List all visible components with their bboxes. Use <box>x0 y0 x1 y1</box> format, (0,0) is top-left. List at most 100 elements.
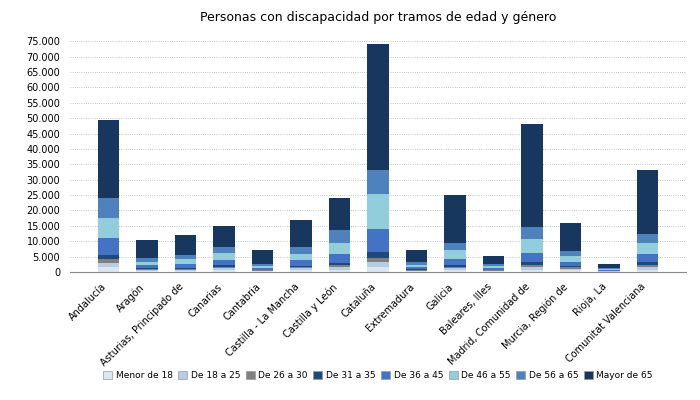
Bar <box>136 240 158 258</box>
Bar <box>368 229 388 252</box>
Bar <box>444 259 466 265</box>
Bar <box>175 270 196 271</box>
Bar <box>560 256 581 262</box>
Bar <box>483 268 504 270</box>
Bar <box>136 268 158 269</box>
Bar <box>214 260 235 265</box>
Bar <box>214 268 235 270</box>
Bar <box>406 250 427 262</box>
Bar <box>329 265 350 267</box>
Bar <box>98 255 119 259</box>
Bar <box>444 195 466 243</box>
Bar <box>98 267 119 272</box>
Bar <box>98 198 119 218</box>
Bar <box>598 270 620 271</box>
Bar <box>175 259 196 264</box>
Bar <box>483 271 504 272</box>
Bar <box>329 270 350 272</box>
Bar <box>444 250 466 259</box>
Bar <box>560 269 581 270</box>
Bar <box>368 44 388 170</box>
Bar <box>290 254 312 260</box>
Bar <box>136 265 158 268</box>
Bar <box>98 218 119 238</box>
Bar <box>290 268 312 270</box>
Bar <box>329 230 350 243</box>
Bar <box>252 271 273 272</box>
Bar <box>214 226 235 247</box>
Bar <box>368 258 388 262</box>
Bar <box>329 198 350 230</box>
Bar <box>136 269 158 270</box>
Bar <box>368 262 388 267</box>
Bar <box>560 251 581 256</box>
Bar <box>637 254 658 262</box>
Bar <box>637 265 658 267</box>
Bar <box>637 170 658 234</box>
Bar <box>637 243 658 254</box>
Bar <box>214 270 235 272</box>
Bar <box>522 227 542 239</box>
Bar <box>252 250 273 264</box>
Bar <box>368 252 388 258</box>
Bar <box>290 267 312 268</box>
Bar <box>98 120 119 198</box>
Bar <box>483 270 504 271</box>
Bar <box>252 270 273 271</box>
Bar <box>560 223 581 251</box>
Bar <box>136 258 158 262</box>
Bar <box>444 268 466 270</box>
Bar <box>637 234 658 243</box>
Bar <box>290 247 312 254</box>
Bar <box>252 264 273 266</box>
Bar <box>406 267 427 270</box>
Bar <box>136 270 158 271</box>
Bar <box>522 267 542 270</box>
Bar <box>560 268 581 269</box>
Bar <box>522 239 542 253</box>
Bar <box>522 253 542 262</box>
Bar <box>483 256 504 264</box>
Bar <box>444 243 466 250</box>
Bar <box>444 270 466 272</box>
Bar <box>214 265 235 267</box>
Bar <box>175 268 196 269</box>
Bar <box>522 262 542 265</box>
Bar <box>98 259 119 263</box>
Bar <box>252 268 273 270</box>
Bar <box>444 267 466 268</box>
Bar <box>560 270 581 272</box>
Bar <box>637 267 658 270</box>
Bar <box>483 266 504 268</box>
Bar <box>522 124 542 227</box>
Bar <box>290 266 312 267</box>
Bar <box>368 194 388 229</box>
Bar <box>406 264 427 267</box>
Bar <box>175 235 196 255</box>
Bar <box>598 268 620 269</box>
Bar <box>214 253 235 260</box>
Bar <box>406 262 427 264</box>
Legend: Menor de 18, De 18 a 25, De 26 a 30, De 31 a 35, De 36 a 45, De 46 a 55, De 56 a: Menor de 18, De 18 a 25, De 26 a 30, De … <box>99 368 657 384</box>
Bar <box>175 271 196 272</box>
Bar <box>175 264 196 268</box>
Bar <box>637 270 658 272</box>
Bar <box>368 267 388 272</box>
Bar <box>522 265 542 267</box>
Bar <box>98 238 119 255</box>
Bar <box>175 255 196 259</box>
Bar <box>637 262 658 265</box>
Bar <box>368 170 388 194</box>
Bar <box>522 270 542 272</box>
Bar <box>329 263 350 265</box>
Bar <box>406 271 427 272</box>
Bar <box>329 254 350 263</box>
Bar <box>598 264 620 268</box>
Bar <box>214 247 235 253</box>
Bar <box>444 265 466 267</box>
Bar <box>560 266 581 268</box>
Bar <box>329 267 350 270</box>
Bar <box>175 269 196 270</box>
Bar <box>290 260 312 266</box>
Bar <box>290 220 312 247</box>
